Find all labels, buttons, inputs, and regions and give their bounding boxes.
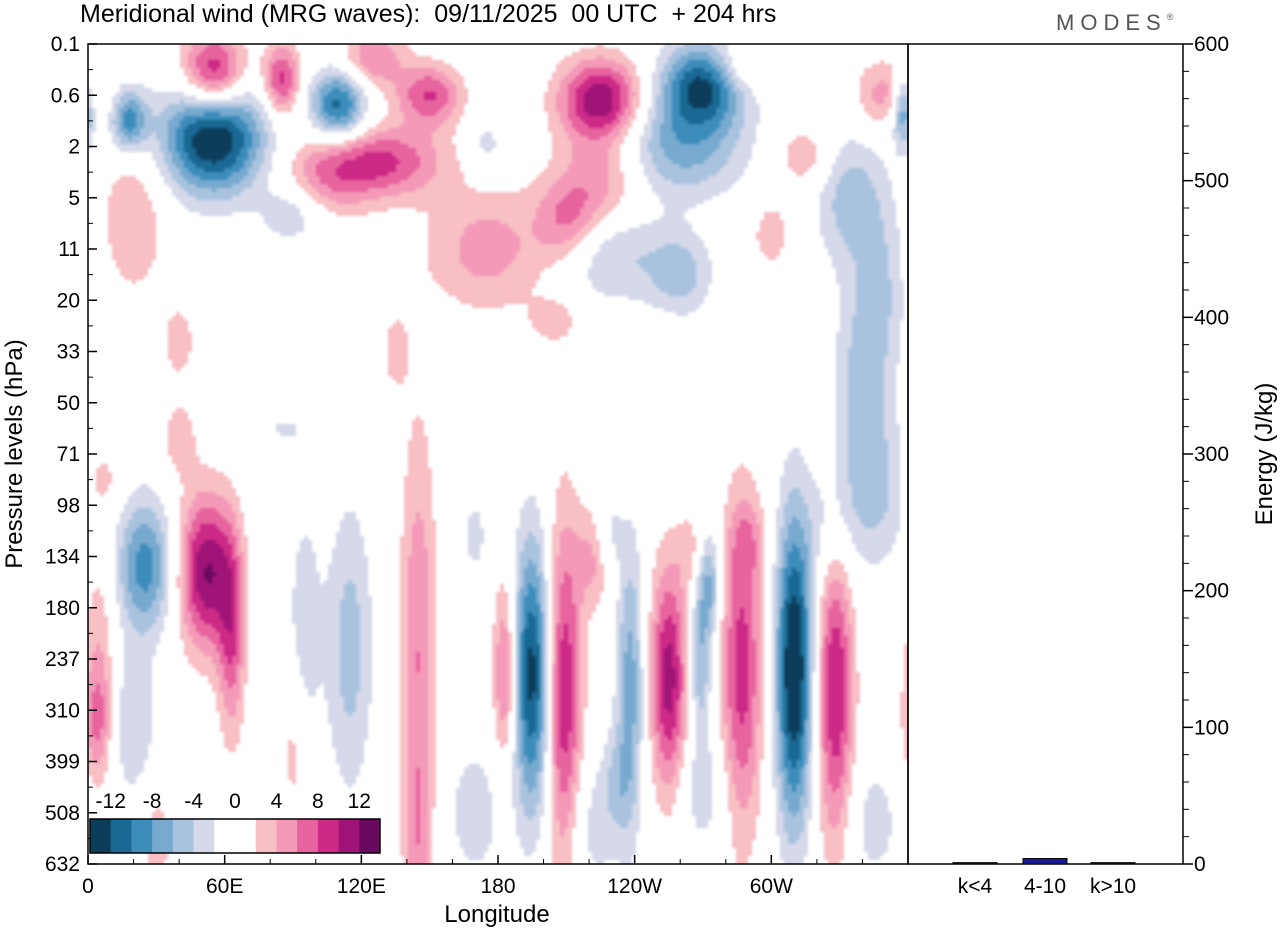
x-tick-label: 60W bbox=[750, 875, 793, 898]
colorbar-label: -4 bbox=[184, 790, 203, 813]
y-tick-label: 0.1 bbox=[51, 33, 80, 56]
energy-tick-label: 600 bbox=[1194, 33, 1229, 56]
colorbar-label: 4 bbox=[271, 790, 283, 813]
y-tick-label: 508 bbox=[45, 802, 80, 825]
energy-bar bbox=[1090, 862, 1136, 865]
y-tick-label: 71 bbox=[57, 443, 80, 466]
y-tick-label: 98 bbox=[57, 494, 80, 517]
y-tick-label: 399 bbox=[45, 751, 80, 774]
y-tick-label: 310 bbox=[45, 699, 80, 722]
colorbar-swatch bbox=[235, 819, 257, 853]
energy-category-label: k<4 bbox=[958, 875, 993, 898]
colorbar-swatch bbox=[131, 819, 153, 853]
colorbar-swatch bbox=[359, 819, 381, 853]
y-tick-label: 5 bbox=[68, 187, 80, 210]
y-tick-label: 237 bbox=[45, 648, 80, 671]
x-tick-label: 60E bbox=[206, 875, 243, 898]
colorbar-swatch bbox=[90, 819, 112, 853]
meridional-wind-field bbox=[88, 44, 908, 864]
energy-category-label: k>10 bbox=[1090, 875, 1136, 898]
energy-tick-label: 100 bbox=[1194, 716, 1229, 739]
colorbar-swatch bbox=[297, 819, 319, 853]
energy-axis-title: Energy (J/kg) bbox=[1251, 383, 1278, 526]
brand-text: MODES bbox=[1056, 10, 1167, 35]
energy-bar bbox=[1022, 858, 1068, 865]
y-tick-label: 33 bbox=[57, 341, 80, 364]
energy-tick-label: 200 bbox=[1194, 580, 1229, 603]
colorbar-swatch bbox=[276, 819, 298, 853]
y-tick-label: 0.6 bbox=[51, 84, 80, 107]
x-tick-label: 0 bbox=[82, 875, 94, 898]
heatmap-axes: 0.1 0.6 2 5 11 20 33 50 71 98 134 180 237 310 399 508 63… bbox=[1, 33, 863, 928]
colorbar-label: 8 bbox=[312, 790, 324, 813]
heatmap-layer bbox=[88, 44, 908, 864]
colorbar-swatch bbox=[110, 819, 132, 853]
x-tick-label: 180 bbox=[480, 875, 515, 898]
energy-panel-frame bbox=[907, 43, 1184, 865]
chart-title: Meridional wind (MRG waves): 09/11/2025 … bbox=[80, 0, 777, 28]
energy-tick-label: 400 bbox=[1194, 306, 1229, 329]
colorbar-swatch bbox=[317, 819, 340, 853]
colorbar: -12 -8 -4 0 4 8 12 bbox=[89, 790, 381, 854]
energy-tick-label: 0 bbox=[1194, 853, 1206, 876]
colorbar-swatch bbox=[214, 819, 236, 853]
colorbar-label: -12 bbox=[96, 790, 126, 813]
registered-mark: ® bbox=[1166, 12, 1174, 22]
energy-tick-label: 500 bbox=[1194, 170, 1229, 193]
energy-category-label: 4-10 bbox=[1024, 875, 1066, 898]
y-tick-label: 50 bbox=[57, 392, 80, 415]
y-tick-label: 632 bbox=[45, 853, 80, 876]
colorbar-swatch bbox=[152, 819, 174, 853]
x-axis-title: Longitude bbox=[444, 901, 549, 928]
colorbar-frame bbox=[89, 818, 381, 854]
y-axis-title: Pressure levels (hPa) bbox=[1, 339, 28, 568]
x-tick-label: 120W bbox=[607, 875, 662, 898]
energy-tick-label: 300 bbox=[1194, 443, 1229, 466]
y-tick-label: 2 bbox=[68, 136, 80, 159]
y-tick-label: 20 bbox=[57, 289, 80, 312]
y-tick-label: 180 bbox=[45, 597, 80, 620]
colorbar-swatch bbox=[338, 819, 360, 853]
colorbar-swatch bbox=[255, 819, 277, 853]
energy-bar-chart: 0 100 200 300 400 500 600 Energy (J/kg) k<4 4-10 k… bbox=[952, 33, 1278, 898]
y-tick-label: 11 bbox=[58, 238, 80, 261]
energy-bar bbox=[952, 862, 998, 865]
colorbar-swatch bbox=[172, 819, 195, 853]
colorbar-swatch bbox=[193, 819, 215, 853]
x-tick-label: 120E bbox=[337, 875, 386, 898]
colorbar-label: 0 bbox=[229, 790, 241, 813]
brand-logo: MODES® bbox=[1056, 10, 1173, 36]
colorbar-label: 12 bbox=[348, 790, 371, 813]
colorbar-label: -8 bbox=[143, 790, 162, 813]
y-tick-label: 134 bbox=[45, 546, 80, 569]
